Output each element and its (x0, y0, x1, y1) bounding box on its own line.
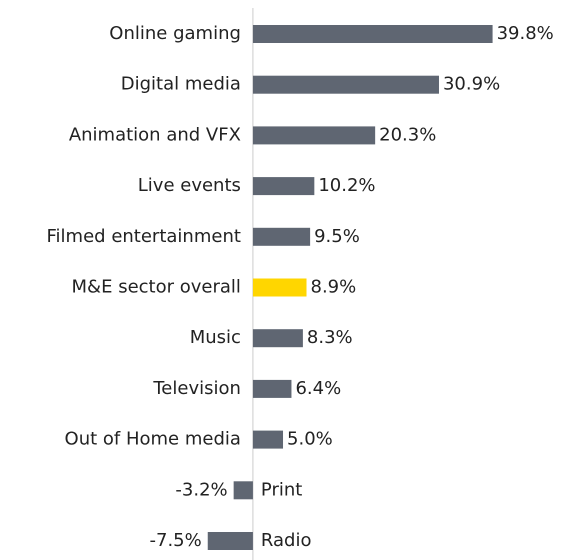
value-label: 8.3% (307, 327, 353, 348)
bar (233, 481, 253, 500)
value-label: 8.9% (311, 277, 357, 298)
category-label: Print (261, 479, 302, 500)
value-label: 6.4% (295, 378, 341, 399)
bar (252, 379, 292, 398)
category-label: Filmed entertainment (47, 226, 241, 247)
category-label: Music (190, 327, 241, 348)
category-label: Animation and VFX (69, 124, 241, 145)
value-label: 10.2% (318, 175, 375, 196)
value-label: -7.5% (150, 530, 202, 551)
bar (252, 126, 376, 145)
bar (252, 177, 315, 196)
category-label: M&E sector overall (72, 277, 241, 298)
value-label: 39.8% (497, 23, 554, 44)
value-label: 5.0% (287, 429, 333, 450)
bar (252, 75, 439, 94)
category-label: Out of Home media (65, 429, 241, 450)
value-label: 9.5% (314, 226, 360, 247)
bar (252, 25, 493, 43)
bar (252, 227, 311, 246)
bar (207, 532, 253, 550)
category-label: Live events (138, 175, 241, 196)
value-label: 30.9% (443, 74, 500, 95)
value-label: 20.3% (379, 124, 436, 145)
category-label: Online gaming (109, 23, 241, 44)
category-label: Radio (261, 530, 312, 551)
bar (252, 329, 303, 348)
value-label: -3.2% (175, 479, 227, 500)
bar (252, 430, 284, 449)
bar (252, 278, 307, 297)
category-label: Digital media (121, 74, 241, 95)
category-label: Television (152, 378, 241, 399)
